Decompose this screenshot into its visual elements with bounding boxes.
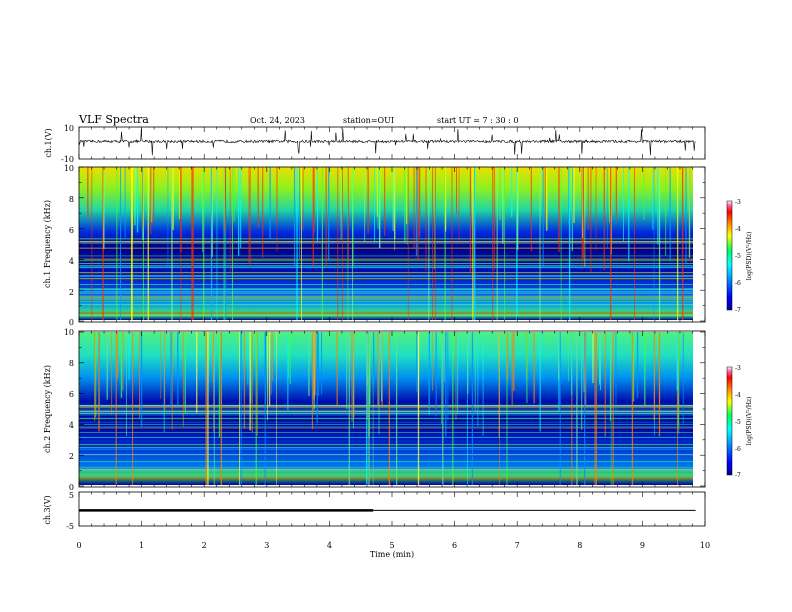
spectrogram-ch2-ytick-6: 6 xyxy=(69,390,74,399)
colorbar-ch1: -3 -4 -5 -6 -7 log(PSD)(V²/Hz) xyxy=(726,199,753,314)
spectrogram-ch2-ytick-2: 2 xyxy=(69,452,74,461)
waveform-ch3-panel: 5 -5 ch.3(V) xyxy=(43,491,706,531)
date-label: Oct. 24, 2023 xyxy=(250,116,305,125)
x-axis-tick-labels: 0 1 2 3 4 5 6 7 8 9 10 xyxy=(76,541,710,550)
spectrogram-ch1-ylabel: ch.1 Frequency (kHz) xyxy=(43,200,52,288)
figure-title: VLF Spectra xyxy=(78,113,149,126)
colorbar-ch2-ramp xyxy=(726,366,733,476)
colorbar-ch2: -3 -4 -5 -6 -7 log(PSD)(V²/Hz) xyxy=(726,365,753,479)
spectrogram-ch1-ticks xyxy=(78,166,706,322)
low-band xyxy=(79,307,693,314)
colorbar-ch1-tick-5: -5 xyxy=(735,253,741,260)
spectrogram-ch1-ytick-2: 2 xyxy=(69,288,74,297)
waveform-ch1-ticks xyxy=(78,127,706,159)
waveform-ch3-ytick-top: 5 xyxy=(69,491,74,500)
spectrogram-ch2-ytick-10: 10 xyxy=(64,328,74,337)
colorbar-ch1-tick-7: -7 xyxy=(735,307,741,314)
colorbar-ch1-label: log(PSD)(V²/Hz) xyxy=(746,232,753,281)
x-tick-label: 0 xyxy=(76,541,81,550)
spectrogram-ch1-ytick-4: 4 xyxy=(69,257,74,266)
spectrogram-ch2-features xyxy=(79,332,693,485)
colorbar-ch2-tick-5: -5 xyxy=(735,419,741,426)
colorbar-ch1-tick-4: -4 xyxy=(735,226,741,233)
colorbar-ch2-tick-4: -4 xyxy=(735,392,741,399)
x-tick-label: 4 xyxy=(327,541,332,550)
colorbar-ch2-tick-3: -3 xyxy=(735,365,741,372)
spectrogram-ch1-panel: 0 2 4 6 8 10 ch.1 Frequency (kHz) xyxy=(43,164,706,327)
spectrogram-ch2-panel: 0 2 4 6 8 10 ch.2 Frequency (kHz) xyxy=(43,328,706,492)
colorbar-ch2-label: log(PSD)(V²/Hz) xyxy=(746,397,753,446)
waveform-ch1-ylabel: ch.1(V) xyxy=(44,128,53,157)
waveform-ch1-ytick-bottom: -10 xyxy=(61,155,74,164)
colorbar-ch1-ramp xyxy=(726,200,733,311)
spectrogram-ch2-ytick-4: 4 xyxy=(69,421,74,430)
colorbar-ch2-tick-7: -7 xyxy=(735,472,741,479)
spectrogram-ch1-features xyxy=(79,167,693,320)
spectrogram-ch1-ytick-8: 8 xyxy=(69,195,74,204)
x-tick-label: 2 xyxy=(202,541,207,550)
colorbar-ch1-tick-6: -6 xyxy=(735,280,741,287)
station-label: station=OUI xyxy=(343,116,394,125)
x-tick-label: 9 xyxy=(640,541,645,550)
x-tick-label: 1 xyxy=(139,541,144,550)
x-tick-label: 7 xyxy=(515,541,520,550)
spectrogram-ch1-ytick-10: 10 xyxy=(64,164,74,173)
x-tick-label: 6 xyxy=(452,541,457,550)
spectrogram-ch1-ytick-0: 0 xyxy=(69,318,74,327)
waveform-ch1-trace xyxy=(78,128,696,156)
spectrogram-ch2-ytick-0: 0 xyxy=(69,483,74,492)
waveform-ch3-ytick-bottom: -5 xyxy=(66,522,74,531)
waveform-ch3-ylabel: ch.3(V) xyxy=(43,495,52,524)
colorbar-ch1-tick-3: -3 xyxy=(735,199,741,206)
spectrogram-ch1-blank xyxy=(693,167,705,320)
x-tick-label: 8 xyxy=(577,541,582,550)
spectrogram-ch2-blank xyxy=(693,332,705,485)
waveform-ch3-ticks xyxy=(78,492,706,526)
spectrogram-ch2-ticks xyxy=(78,331,706,487)
x-tick-label: 5 xyxy=(389,541,394,550)
waveform-ch1-panel: 10 -10 ch.1(V) xyxy=(44,124,706,164)
waveform-ch3-frame xyxy=(78,491,706,527)
x-tick-label: 3 xyxy=(264,541,269,550)
start-time-label: start UT = 7 : 30 : 0 xyxy=(437,116,518,125)
spectrogram-ch2-ytick-8: 8 xyxy=(69,359,74,368)
spectrogram-ch2-image xyxy=(79,332,693,485)
colorbar-ch2-tick-6: -6 xyxy=(735,446,741,453)
waveform-ch1-ytick-top: 10 xyxy=(64,124,74,133)
spectrogram-ch1-ytick-6: 6 xyxy=(69,226,74,235)
x-axis-label: Time (min) xyxy=(370,550,414,559)
x-tick-label: 10 xyxy=(700,541,710,550)
spectrogram-ch2-ylabel: ch.2 Frequency (kHz) xyxy=(43,365,52,453)
low-band xyxy=(79,472,693,479)
